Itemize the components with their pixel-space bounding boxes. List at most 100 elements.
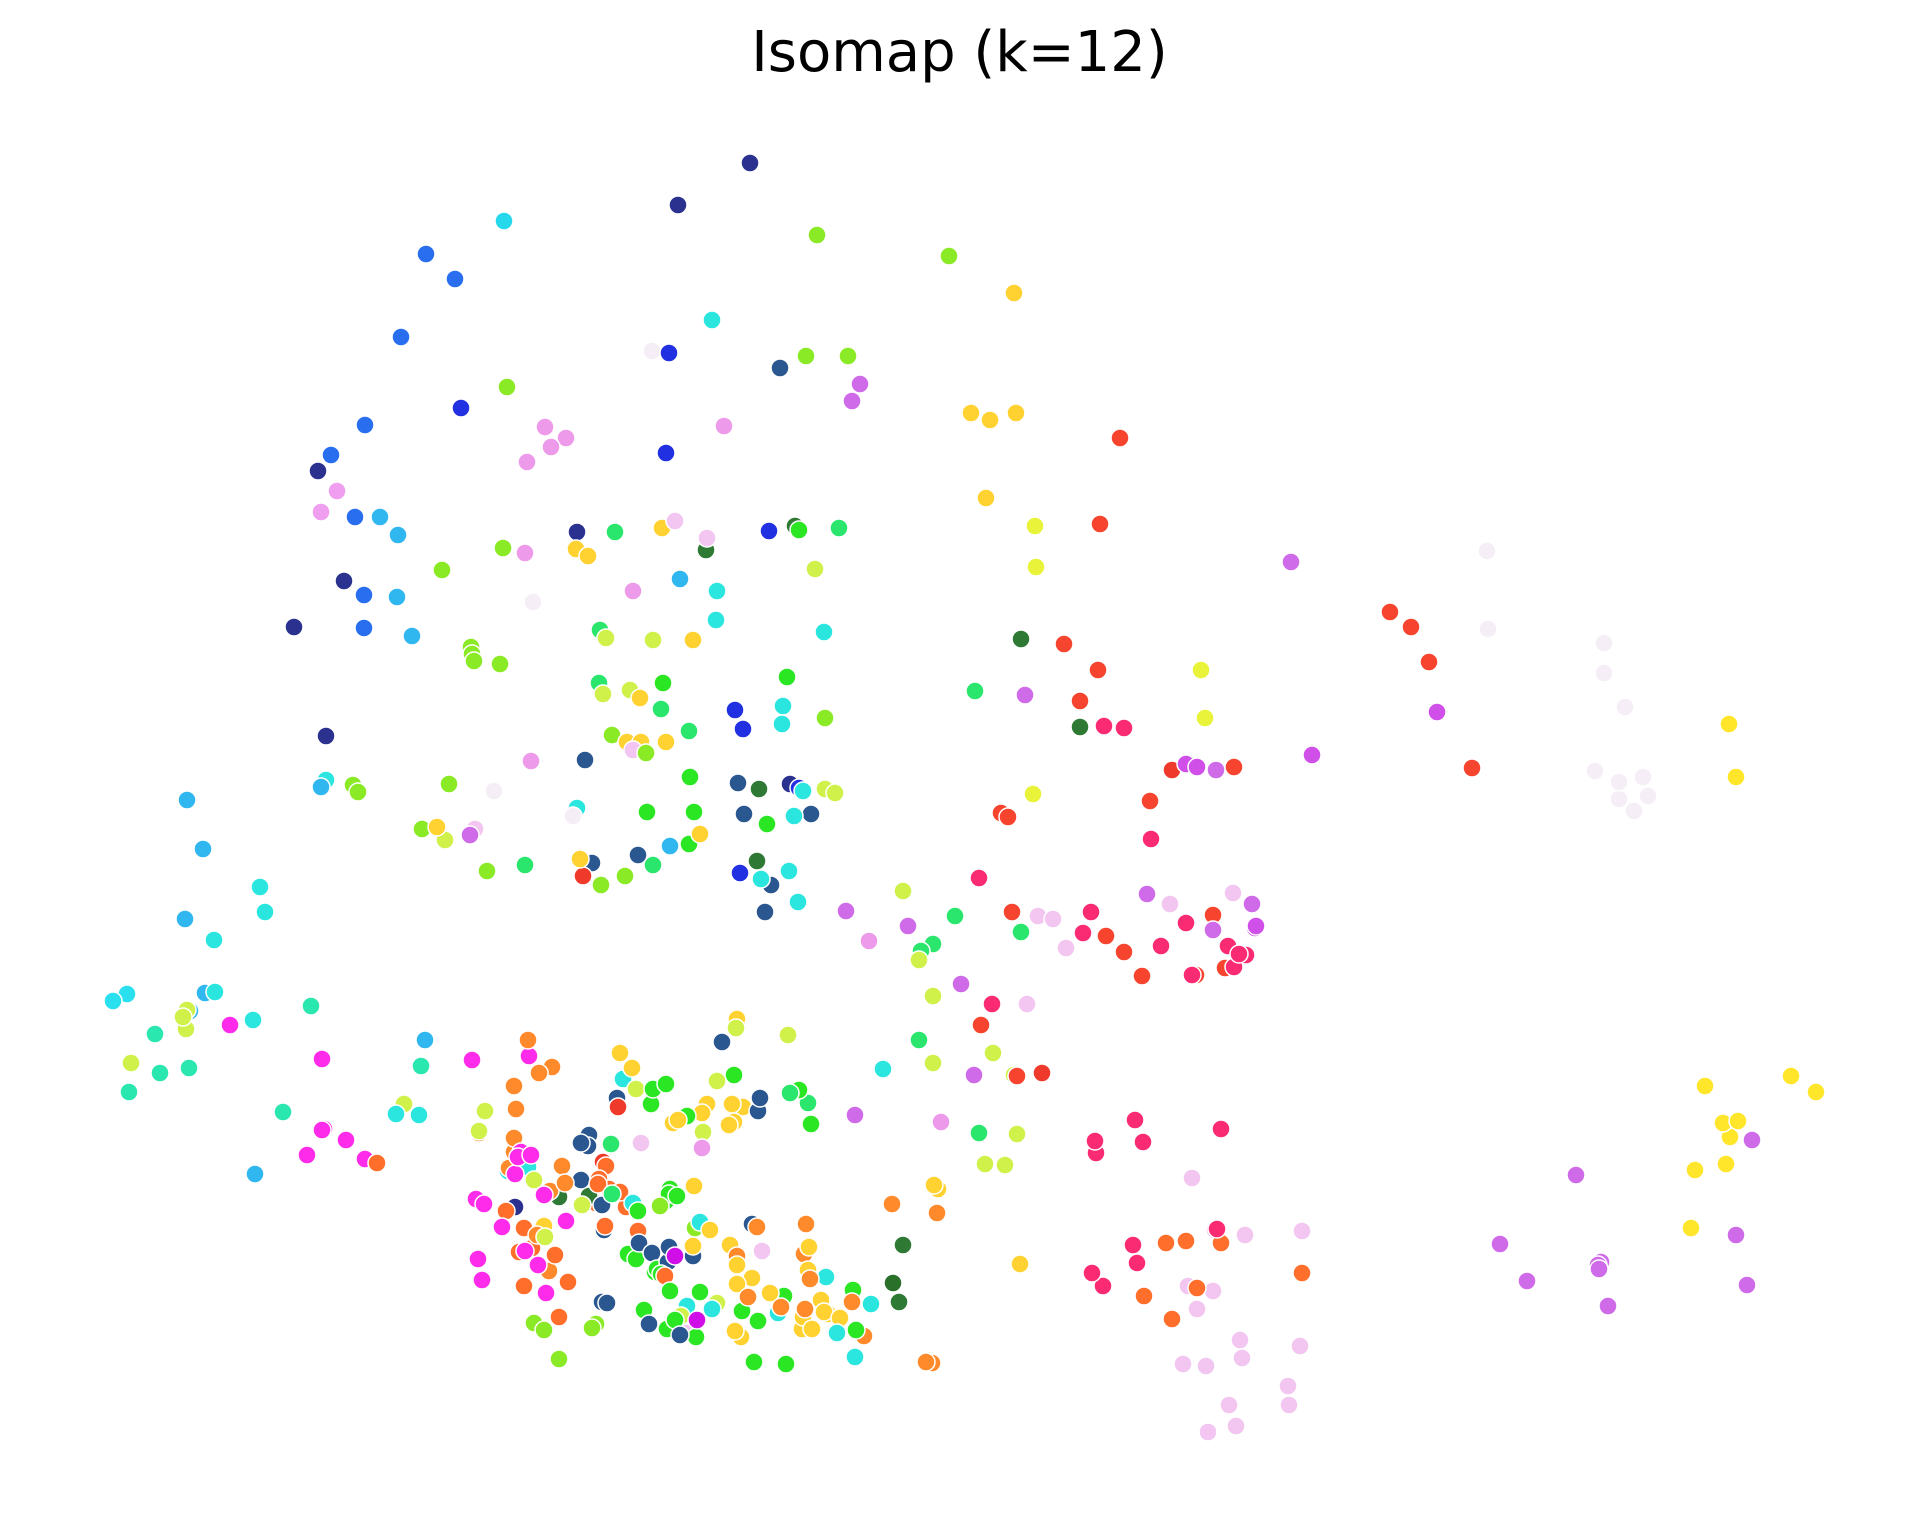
scatter-point <box>1090 514 1110 534</box>
scatter-point <box>816 1267 836 1287</box>
scatter-point <box>778 1025 798 1045</box>
scatter-point <box>1093 1276 1113 1296</box>
scatter-point <box>1140 791 1160 811</box>
scatter-point <box>1198 1422 1218 1442</box>
scatter-point <box>593 684 613 704</box>
scatter-point <box>961 403 981 423</box>
scatter-point <box>1011 922 1031 942</box>
scatter-point <box>965 681 985 701</box>
scatter-point <box>316 726 336 746</box>
scatter-point <box>680 767 700 787</box>
scatter-point <box>722 1094 742 1114</box>
scatter-point <box>770 358 790 378</box>
scatter-point <box>370 507 390 527</box>
scatter-point <box>730 863 750 883</box>
scatter-point <box>1088 660 1108 680</box>
scatter-point <box>327 481 347 501</box>
scatter-point <box>492 1217 512 1237</box>
scatter-point <box>515 543 535 563</box>
scatter-point <box>748 1311 768 1331</box>
scatter-point <box>784 806 804 826</box>
scatter-point <box>882 1194 902 1214</box>
scatter-point <box>656 732 676 752</box>
scatter-point <box>916 1352 936 1372</box>
scatter-point <box>1017 994 1037 1014</box>
scatter-point <box>354 618 374 638</box>
scatter-point <box>1025 516 1045 536</box>
scatter-point <box>578 546 598 566</box>
scatter-point <box>355 415 375 435</box>
scatter-point <box>1026 557 1046 577</box>
scatter-point <box>725 700 745 720</box>
scatter-point <box>945 906 965 926</box>
scatter-point <box>1246 916 1266 936</box>
scatter-point <box>931 1112 951 1132</box>
scatter-point <box>829 518 849 538</box>
scatter-point <box>667 1186 687 1206</box>
scatter-point <box>1023 784 1043 804</box>
scatter-point <box>119 1082 139 1102</box>
scatter-point <box>1096 926 1116 946</box>
scatter-point <box>1002 902 1022 922</box>
scatter-point <box>1151 936 1171 956</box>
scatter-point <box>702 310 722 330</box>
scatter-point <box>570 849 590 869</box>
scatter-point <box>1633 767 1653 787</box>
scatter-point <box>630 688 650 708</box>
scatter-point <box>686 1327 706 1347</box>
scatter-point <box>1290 1336 1310 1356</box>
scatter-point <box>1176 913 1196 933</box>
scatter-point <box>1806 1082 1826 1102</box>
scatter-point <box>622 1058 642 1078</box>
scatter-point <box>690 1282 710 1302</box>
scatter-point <box>740 153 760 173</box>
scatter-point <box>1127 1253 1147 1273</box>
scatter-point <box>536 1283 556 1303</box>
scatter-point <box>1695 1076 1715 1096</box>
scatter-point <box>1230 1330 1250 1350</box>
scatter-point <box>650 1196 670 1216</box>
scatter-point <box>759 521 779 541</box>
scatter-point <box>345 507 365 527</box>
scatter-point <box>515 1241 535 1261</box>
scatter-point <box>684 802 704 822</box>
scatter-point <box>909 1030 929 1050</box>
scatter-point <box>1235 1225 1255 1245</box>
scatter-point <box>755 902 775 922</box>
scatter-point <box>411 1056 431 1076</box>
scatter-point <box>1224 757 1244 777</box>
scatter-point <box>472 1270 492 1290</box>
scatter-point <box>1401 617 1421 637</box>
scatter-point <box>608 1097 628 1117</box>
scatter-point <box>1232 1348 1252 1368</box>
scatter-point <box>805 559 825 579</box>
scatter-point <box>1219 1395 1239 1415</box>
scatter-point <box>975 1154 995 1174</box>
scatter-point <box>707 1071 727 1091</box>
scatter-point <box>799 1237 819 1257</box>
scatter-point <box>846 1320 866 1340</box>
scatter-point <box>555 1173 575 1193</box>
scatter-point <box>727 1274 747 1294</box>
scatter-point <box>460 825 480 845</box>
scatter-point <box>642 341 662 361</box>
scatter-point <box>1006 403 1026 423</box>
scatter-point <box>793 781 813 801</box>
scatter-point <box>706 610 726 630</box>
scatter-point <box>552 1156 572 1176</box>
scatter-point <box>572 1195 592 1215</box>
points-layer <box>103 153 1826 1442</box>
scatter-point <box>760 1283 780 1303</box>
scatter-point <box>1726 767 1746 787</box>
scatter-point <box>556 1211 576 1231</box>
scatter-point <box>336 1130 356 1150</box>
scatter-point <box>354 585 374 605</box>
scatter-point <box>969 868 989 888</box>
scatter-point <box>637 802 657 822</box>
scatter-point <box>683 1236 703 1256</box>
scatter-point <box>474 1194 494 1214</box>
scatter-point <box>1585 761 1605 781</box>
scatter-point <box>665 1246 685 1266</box>
scatter-point <box>726 1018 746 1038</box>
scatter-point <box>1011 629 1031 649</box>
